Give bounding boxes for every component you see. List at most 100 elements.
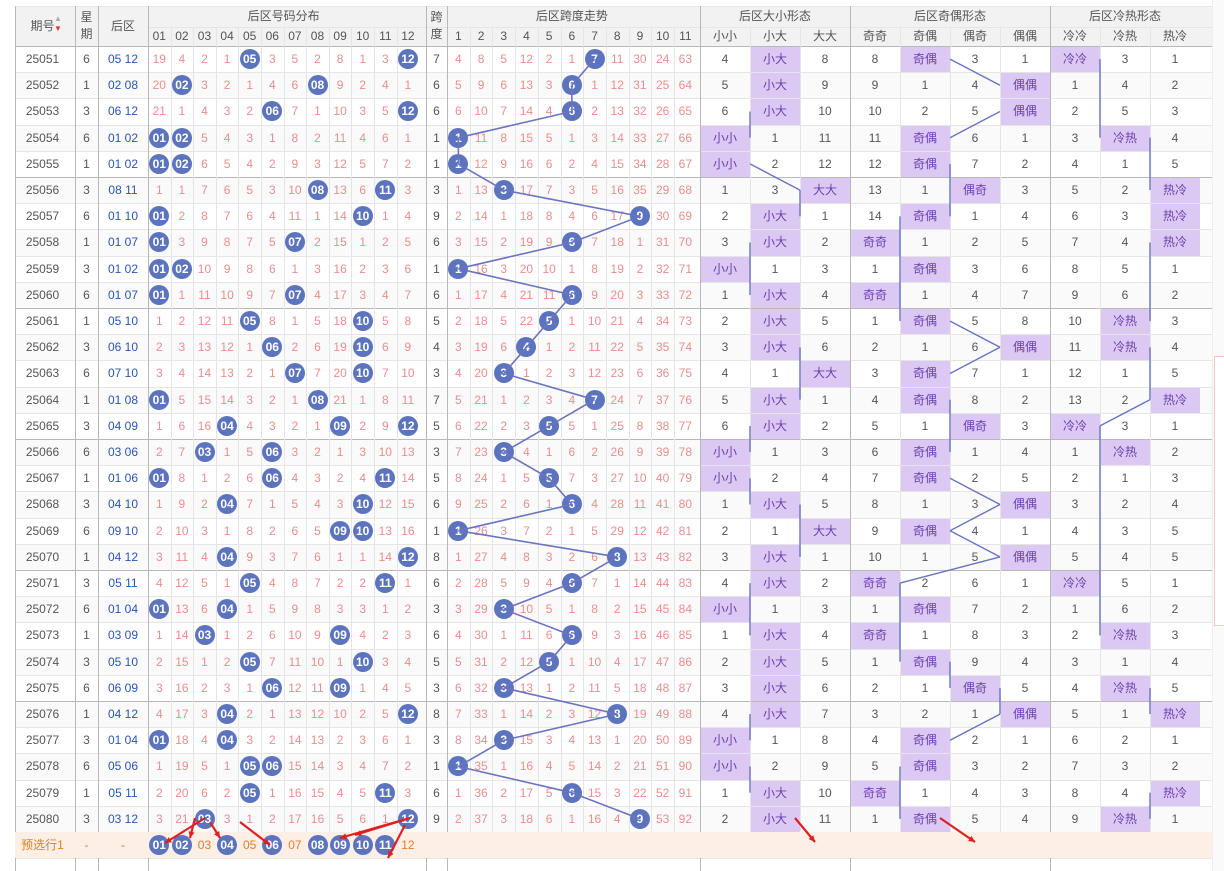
miss-count: 1 [291,261,299,276]
miss-count: 1 [178,104,186,119]
row-divider [15,674,1212,676]
preselect-number[interactable]: 03 [197,838,212,852]
miss-count: 3 [268,418,276,433]
span-cell: 1 [433,261,440,276]
preselect-ball[interactable]: 09 [330,835,351,855]
span-miss: 21 [633,759,647,774]
number-ball: 05 [239,311,260,331]
span-miss: 6 [545,156,553,171]
miss-count: 14 [175,628,189,643]
weekday-cell: 1 [83,549,90,564]
odd-cell: 2 [921,576,929,590]
span-miss: 9 [523,576,530,590]
miss-count: 15 [197,392,212,407]
miss-count: 14 [378,549,392,564]
miss-count: 5 [246,183,254,197]
preselect-ball[interactable]: 08 [307,835,328,855]
size-cell: 3 [721,680,729,695]
preselect-ball[interactable]: 10 [352,835,373,855]
sub-divider [283,27,285,832]
weekday-cell: 6 [83,366,90,381]
miss-count: 3 [178,340,186,355]
span-miss: 35 [633,183,647,197]
sort-icon[interactable]: ▲ ▼ [54,14,62,33]
period-cell: 25065 [25,418,60,433]
odd-cell: 2 [921,104,929,119]
span-ball: 9 [629,808,650,829]
sub-divider [306,27,308,832]
hot-cell: 5 [1121,261,1129,276]
preselect-ball[interactable]: 01 [149,835,170,855]
span-miss: 1 [613,576,621,590]
size-cell: 小大 [750,281,800,308]
sub-divider [469,27,471,832]
miss-count: 3 [359,733,367,748]
odd-cell: 1 [921,183,929,197]
preselect-number[interactable]: 07 [288,838,302,852]
span-ball: 1 [448,520,469,541]
span-miss: 65 [678,104,693,119]
weekday-cell: 1 [83,471,90,486]
number-ball: 01 [149,730,170,751]
preselect-dash: - [84,838,89,852]
miss-count: 12 [310,707,325,721]
side-tab[interactable] [1214,356,1224,626]
span-miss: 28 [655,156,670,171]
number-ball: 02 [171,127,192,148]
span-miss: 3 [455,602,462,617]
number-ball: 07 [284,232,305,253]
back-numbers-cell: 05 06 [107,759,139,774]
miss-count: 1 [246,340,254,355]
span-miss: 10 [587,314,602,328]
miss-count: 2 [246,366,254,381]
size-cell: 小大 [750,203,800,230]
preselect-number[interactable]: 05 [243,838,257,852]
miss-count: 6 [246,209,254,224]
weekday-cell: 1 [83,235,90,250]
miss-count: 8 [314,602,321,617]
preselect-ball[interactable]: 02 [171,835,192,855]
preselect-ball[interactable]: 04 [217,835,238,855]
sub-divider [900,27,901,832]
span-miss: 31 [633,78,647,93]
weekday-cell: 3 [83,418,90,433]
header-size-col-0: 小小 [712,29,737,43]
odd-cell: 3 [971,52,979,66]
span-miss: 5 [500,52,508,66]
back-numbers-cell: 06 09 [107,680,139,695]
odd-cell: 8 [1021,314,1029,328]
header-span-col-4: 5 [545,29,553,43]
size-cell: 2 [721,314,729,328]
row-divider [15,727,1212,729]
span-miss: 5 [613,680,621,695]
span-miss: 18 [474,314,488,328]
size-cell: 小大 [750,805,800,832]
span-miss: 3 [500,523,508,538]
span-ball: 5 [539,311,560,331]
miss-count: 2 [291,418,299,433]
size-cell: 1 [821,549,829,564]
span-miss: 5 [545,602,553,617]
number-ball: 09 [330,520,351,541]
miss-count: 8 [246,261,254,276]
preselect-number[interactable]: 12 [401,838,415,852]
span-miss: 11 [588,340,601,355]
span-miss: 25 [474,497,488,512]
size-cell: 大大 [800,360,850,387]
odd-cell: 奇偶 [900,805,950,832]
span-miss: 11 [633,497,647,512]
odd-cell: 奇偶 [900,753,950,780]
miss-count: 12 [333,156,347,171]
span-cell: 3 [433,366,440,381]
hot-cell: 1 [1071,78,1079,93]
span-miss: 13 [587,733,602,748]
hot-cell: 5 [1171,366,1179,381]
row-stripe [15,439,1212,466]
span-miss: 9 [500,156,508,171]
weekday-cell: 6 [83,209,90,224]
span-miss: 87 [678,680,693,695]
miss-count: 1 [381,209,389,224]
hot-cell: 1 [1171,576,1179,590]
hot-cell: 9 [1071,811,1079,826]
odd-cell: 6 [971,130,979,145]
